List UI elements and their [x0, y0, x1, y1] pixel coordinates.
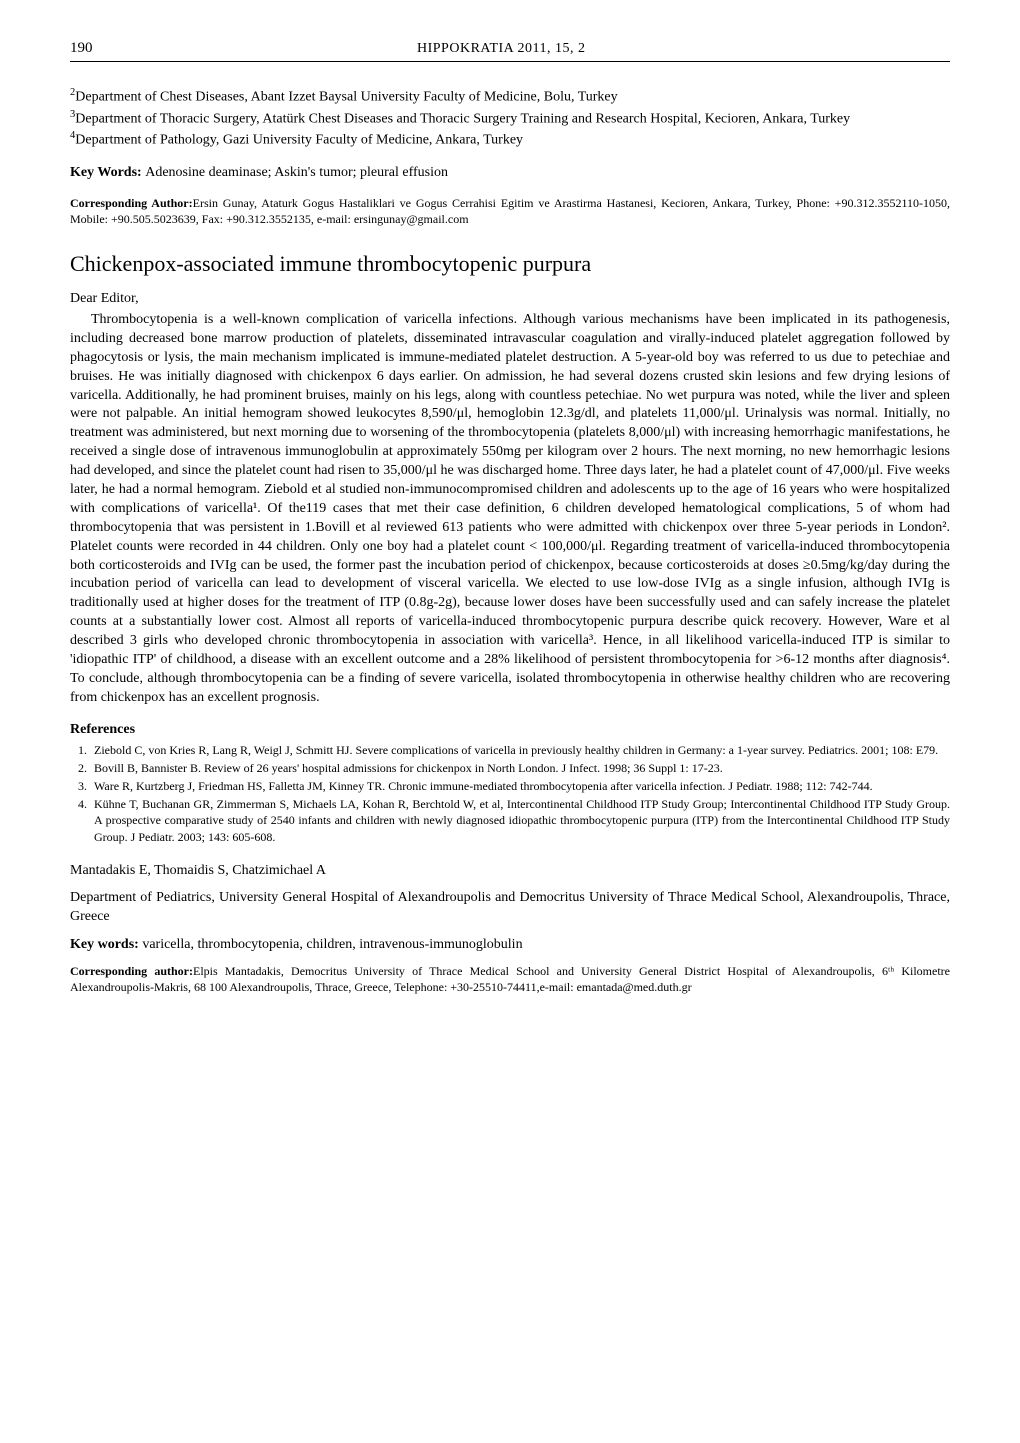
- keywords-label-2: Key words:: [70, 937, 142, 952]
- corresponding-text-2: Elpis Mantadakis, Democritus University …: [70, 964, 950, 994]
- keywords-label: Key Words:: [70, 165, 145, 180]
- references-list: Ziebold C, von Kries R, Lang R, Weigl J,…: [70, 742, 950, 845]
- corresponding-text: Ersin Gunay, Ataturk Gogus Hastaliklari …: [70, 196, 950, 226]
- affiliations-block: 2Department of Chest Diseases, Abant Izz…: [70, 86, 950, 151]
- reference-item: Bovill B, Bannister B. Review of 26 year…: [90, 760, 950, 776]
- reference-item: Ziebold C, von Kries R, Lang R, Weigl J,…: [90, 742, 950, 758]
- article-title: Chickenpox-associated immune thrombocyto…: [70, 251, 950, 277]
- affiliation-line: 3Department of Thoracic Surgery, Atatürk…: [70, 108, 950, 130]
- reference-item: Ware R, Kurtzberg J, Friedman HS, Fallet…: [90, 778, 950, 794]
- keywords-text: Adenosine deaminase; Askin's tumor; pleu…: [145, 165, 448, 180]
- article-body: Thrombocytopenia is a well-known complic…: [70, 311, 950, 708]
- corresponding-author: Corresponding Author:Ersin Gunay, Atatur…: [70, 195, 950, 227]
- affiliation-text: Department of Thoracic Surgery, Atatürk …: [75, 111, 850, 126]
- corresponding-author-2: Corresponding author:Elpis Mantadakis, D…: [70, 963, 950, 995]
- keywords-text-2: varicella, thrombocytopenia, children, i…: [142, 937, 522, 952]
- page-header: 190 HIPPOKRATIA 2011, 15, 2: [70, 40, 950, 62]
- corresponding-label: Corresponding Author:: [70, 196, 193, 210]
- keywords-line: Key Words: Adenosine deaminase; Askin's …: [70, 165, 950, 181]
- keywords-line-2: Key words: varicella, thrombocytopenia, …: [70, 937, 950, 953]
- affiliation-text: Department of Chest Diseases, Abant Izze…: [75, 90, 617, 105]
- journal-title: HIPPOKRATIA 2011, 15, 2: [417, 41, 586, 57]
- corresponding-label-2: Corresponding author:: [70, 964, 193, 978]
- affiliation-line: 2Department of Chest Diseases, Abant Izz…: [70, 86, 950, 108]
- references-heading: References: [70, 722, 950, 738]
- page-number: 190: [70, 40, 93, 57]
- authors-line: Mantadakis E, Thomaidis S, Chatzimichael…: [70, 863, 950, 879]
- reference-item: Kühne T, Buchanan GR, Zimmerman S, Micha…: [90, 796, 950, 845]
- affiliation-text: Department of Pathology, Gazi University…: [75, 133, 523, 148]
- affiliation-line: 4Department of Pathology, Gazi Universit…: [70, 129, 950, 151]
- department-line: Department of Pediatrics, University Gen…: [70, 889, 950, 927]
- salutation: Dear Editor,: [70, 291, 950, 307]
